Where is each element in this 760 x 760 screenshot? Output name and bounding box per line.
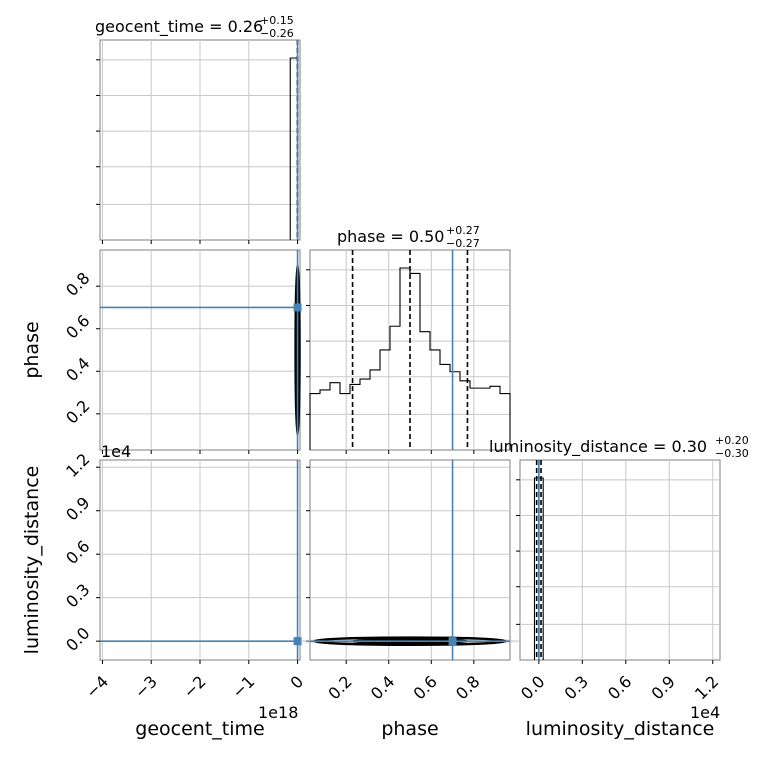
y-tick-label: 0.9 — [62, 493, 93, 524]
y-tick-label: 0.6 — [62, 537, 93, 568]
title-phase: phase = 0.50 +0.27 −0.27 — [337, 224, 480, 250]
y-tick-label: 0.8 — [62, 268, 93, 299]
y-tick-label: 0.6 — [62, 311, 93, 342]
geocent-time-histogram — [289, 57, 299, 240]
title-distance-plus: +0.20 — [715, 434, 749, 447]
y-tick-label: 0.0 — [62, 623, 93, 654]
title-geocent-time: geocent_time = 0.26 +0.15 −0.26 — [95, 14, 294, 40]
title-phase-text: phase = 0.50 — [337, 227, 444, 246]
xlabel-geocent-time: geocent_time — [135, 718, 264, 740]
x-tick-label: 0.3 — [561, 672, 592, 703]
phase-vs-geocent-time-truth-marker — [293, 303, 302, 312]
panel-distance-vs-phase — [309, 459, 511, 661]
chart-marks: 0.2 0.4 0.6 0.8 −4 −3 −2 −1 0 0.0 0.3 0.6 0.9 1.2 0.2 0… — [62, 40, 722, 703]
x-tick-label: 0.0 — [517, 672, 548, 703]
offset-distance-y: 1e4 — [101, 442, 131, 461]
x-tick-label: 0.6 — [410, 672, 441, 703]
x-tick-label: 0.8 — [452, 672, 483, 703]
y-tick-label: 0.2 — [62, 396, 93, 427]
x-tick-label: −4 — [82, 672, 112, 702]
title-distance-text: luminosity_distance = 0.30 — [489, 437, 707, 457]
title-phase-minus: −0.27 — [446, 237, 480, 250]
title-geocent-time-text: geocent_time = 0.26 — [95, 17, 263, 37]
offset-geocent-time-x: 1e18 — [258, 703, 298, 722]
x-tick-label: 1.2 — [691, 672, 722, 703]
title-geocent-time-plus: +0.15 — [260, 14, 294, 27]
xlabel-luminosity-distance: luminosity_distance — [526, 718, 715, 740]
y-tick-label: 1.2 — [62, 450, 93, 481]
x-tick-label: 0.6 — [604, 672, 635, 703]
xlabel-phase: phase — [381, 718, 438, 740]
x-tick-label: 0.9 — [647, 672, 678, 703]
ylabel-luminosity-distance: luminosity_distance — [21, 466, 43, 655]
title-luminosity-distance: luminosity_distance = 0.30 +0.20 −0.30 — [489, 434, 749, 460]
x-tick-label: −1 — [228, 672, 258, 702]
distance-vs-geocent-time-truth-marker — [293, 637, 302, 646]
y-tick-label: 0.3 — [62, 580, 93, 611]
y-tick-label: 0.4 — [62, 354, 93, 385]
title-geocent-time-minus: −0.26 — [260, 27, 294, 40]
ylabel-phase: phase — [21, 321, 43, 378]
offset-distance-x: 1e4 — [690, 703, 720, 722]
title-phase-plus: +0.27 — [446, 224, 480, 237]
distance-vs-phase-truth-marker — [448, 637, 457, 646]
x-tick-label: −3 — [131, 672, 161, 702]
x-tick-label: 0.2 — [324, 672, 355, 703]
title-distance-minus: −0.30 — [715, 447, 749, 460]
x-tick-label: 0 — [287, 672, 308, 693]
x-tick-label: 0.4 — [367, 672, 398, 703]
x-tick-label: −2 — [180, 672, 210, 702]
panel-distance-hist — [519, 459, 721, 661]
